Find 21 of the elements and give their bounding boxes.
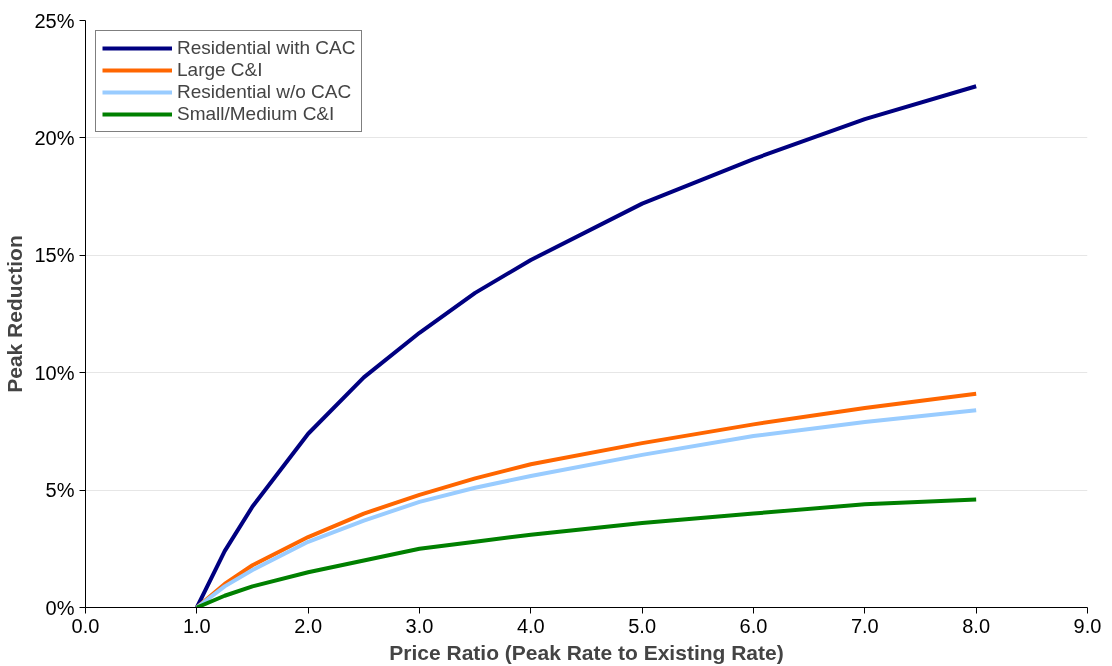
x-tick-label: 3.0 — [405, 614, 434, 637]
x-axis-title: Price Ratio (Peak Rate to Existing Rate) — [389, 640, 784, 664]
x-tick-label: 6.0 — [739, 614, 768, 637]
x-tick-label: 5.0 — [628, 614, 657, 637]
y-axis-title: Peak Reduction — [3, 235, 27, 393]
x-tick-label: 7.0 — [850, 614, 879, 637]
y-tick-label: 15% — [34, 244, 75, 267]
legend-label: Large C&I — [177, 59, 263, 81]
x-tick-label: 2.0 — [294, 614, 323, 637]
y-tick-label: 5% — [45, 479, 75, 502]
legend-label: Small/Medium C&I — [177, 103, 335, 125]
y-tick-label: 20% — [34, 126, 75, 149]
x-tick-label: 9.0 — [1073, 614, 1102, 637]
legend-label: Residential with CAC — [177, 37, 356, 59]
legend-label: Residential w/o CAC — [177, 81, 352, 103]
x-tick-label: 8.0 — [962, 614, 991, 637]
y-tick-label: 10% — [34, 361, 75, 384]
line-series — [194, 497, 979, 608]
x-tick-label: 1.0 — [182, 614, 211, 637]
y-tick-label: 25% — [34, 9, 75, 32]
x-tick-label: 4.0 — [516, 614, 545, 637]
